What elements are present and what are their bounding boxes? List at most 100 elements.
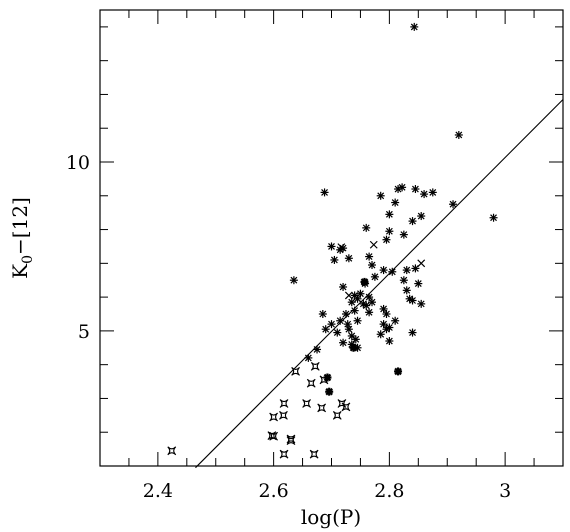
y-tick-label: 10 <box>66 152 90 174</box>
data-point-asterisk <box>388 267 397 276</box>
data-point-open-star <box>167 446 177 456</box>
data-point-open-star <box>269 412 279 422</box>
data-point-open-star <box>317 403 327 413</box>
data-point-asterisk <box>353 294 362 303</box>
data-point-asterisk <box>385 210 394 219</box>
data-point-asterisk <box>347 298 356 307</box>
axis-ticks <box>99 10 564 467</box>
data-point-open-star <box>302 399 312 408</box>
x-axis-title: log(P) <box>301 505 361 529</box>
x-tick-label: 2.6 <box>259 480 289 502</box>
data-point-asterisk <box>382 310 391 318</box>
data-point-open-star <box>269 431 279 441</box>
data-point-asterisk <box>365 308 374 317</box>
data-point-bold-star <box>360 277 369 286</box>
data-point-asterisk <box>379 320 388 329</box>
data-point-asterisk <box>411 185 420 194</box>
x-tick-label: 3 <box>499 480 511 502</box>
data-point-asterisk <box>336 245 345 254</box>
data-point-bold-star <box>349 343 358 352</box>
data-point-cross <box>344 291 353 300</box>
data-point-asterisk <box>336 316 345 325</box>
fit-line <box>195 99 564 469</box>
data-point-asterisk <box>365 252 374 261</box>
data-point-asterisk <box>376 330 385 339</box>
data-point-asterisk <box>341 310 350 318</box>
data-point-asterisk <box>368 298 377 307</box>
data-point-asterisk <box>327 242 336 251</box>
data-point-asterisk <box>391 198 400 207</box>
data-point-asterisk <box>402 286 411 295</box>
data-point-open-star <box>309 449 319 459</box>
data-point-asterisk <box>408 328 417 337</box>
data-point-asterisk <box>339 282 348 291</box>
y-axis-title-sub: 0 <box>20 255 36 264</box>
data-point-asterisk <box>347 331 356 340</box>
data-point-asterisk <box>376 191 385 200</box>
data-point-open-star <box>306 378 316 388</box>
data-point-asterisk <box>405 294 414 303</box>
y-axis-title-main: K <box>8 263 32 279</box>
data-point-open-star <box>291 367 301 376</box>
data-point-asterisk <box>420 190 429 199</box>
data-point-asterisk <box>362 301 371 310</box>
data-point-asterisk <box>379 304 388 313</box>
data-point-open-star <box>310 361 320 371</box>
data-point-open-star <box>286 434 296 444</box>
data-point-asterisk <box>454 130 463 139</box>
data-point-asterisk <box>356 289 365 298</box>
data-point-asterisk <box>304 353 313 362</box>
data-point-asterisk <box>414 279 423 288</box>
data-point-cross <box>369 240 378 249</box>
data-point-asterisk <box>321 325 330 334</box>
data-point-asterisk <box>399 230 408 239</box>
data-point-asterisk <box>330 255 339 264</box>
y-axis-title: K0−[12] <box>8 197 36 279</box>
data-point-asterisk <box>391 316 400 325</box>
data-point-open-star <box>332 410 342 420</box>
y-tick-label: 5 <box>78 321 90 343</box>
data-point-asterisk <box>370 272 379 281</box>
data-point-asterisk <box>417 212 426 221</box>
data-point-asterisk <box>385 337 394 346</box>
data-point-asterisk <box>320 188 329 197</box>
data-point-asterisk <box>362 223 371 232</box>
data-point-asterisk <box>351 335 360 344</box>
data-point-open-star <box>341 402 351 412</box>
data-point-asterisk <box>382 235 391 244</box>
y-tick-labels: 5 10 <box>66 152 90 343</box>
data-point-open-star <box>279 410 288 420</box>
data-point-asterisk <box>318 310 327 318</box>
data-point-cross <box>337 243 346 252</box>
data-point-asterisk <box>402 266 411 275</box>
data-point-asterisk <box>489 213 498 222</box>
data-point-asterisk <box>339 338 348 347</box>
data-point-asterisk <box>289 276 298 285</box>
data-point-asterisk <box>449 200 458 209</box>
data-point-open-star <box>279 449 289 459</box>
x-tick-label: 2.4 <box>143 480 173 502</box>
data-point-asterisk <box>353 316 362 325</box>
data-point-asterisk <box>385 323 394 332</box>
data-point-asterisk <box>408 217 417 226</box>
data-point-open-star <box>279 399 289 408</box>
data-point-asterisk <box>379 266 388 275</box>
data-point-asterisk <box>368 261 377 270</box>
plot-frame <box>99 9 564 467</box>
data-point-asterisk <box>344 325 353 334</box>
data-point-asterisk <box>344 254 353 263</box>
data-point-asterisk <box>313 345 322 354</box>
data-point-asterisk <box>327 320 336 329</box>
data-point-bold-star <box>394 367 403 376</box>
data-point-open-star <box>337 399 347 408</box>
x-tick-label: 2.8 <box>374 480 404 502</box>
data-point-asterisk <box>417 299 426 308</box>
data-point-cross <box>417 259 426 268</box>
data-point-open-star <box>267 431 277 441</box>
data-point-asterisk <box>333 328 342 337</box>
data-point-open-star <box>319 375 329 385</box>
data-point-asterisk <box>410 22 419 31</box>
data-points <box>167 22 498 459</box>
data-point-asterisk <box>398 183 407 192</box>
